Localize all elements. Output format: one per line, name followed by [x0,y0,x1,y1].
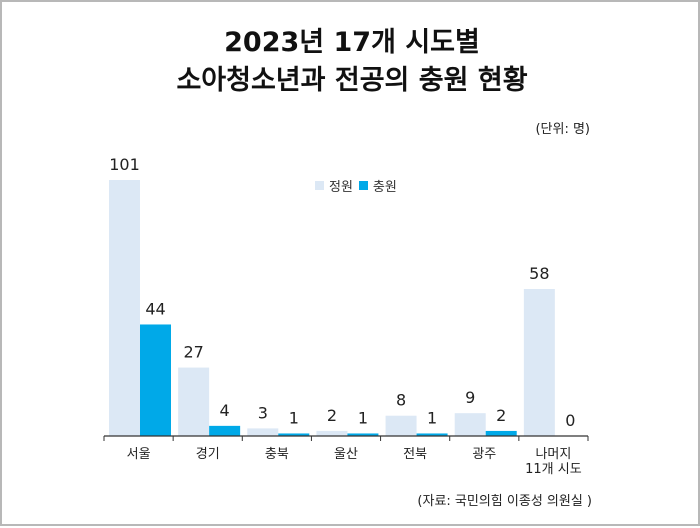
bar-quota-2 [247,428,279,436]
category-label-1-0: 경기 [196,447,220,462]
data-label-filled-3: 1 [358,408,368,427]
category-label-0-0: 서울 [127,447,151,462]
category-label-3-0: 울산 [334,447,358,462]
data-label-quota-0: 101 [109,155,140,174]
bar-quota-4 [385,415,417,436]
category-label-6-0: 나머지 [535,447,571,462]
bar-filled-1 [209,425,241,436]
title-line-1: 2023년 17개 시도별 [224,27,480,58]
bar-quota-6 [523,288,555,436]
bar-quota-1 [178,367,210,436]
data-label-quota-5: 9 [465,388,475,407]
data-label-filled-4: 1 [427,408,437,427]
bar-quota-3 [316,430,348,436]
legend-swatch-quota [315,181,324,190]
legend-swatch-filled [358,181,368,190]
data-label-quota-2: 3 [258,403,268,422]
legend-label-quota: 정원 [329,180,353,195]
category-label-4-0: 전북 [403,447,427,462]
legend-item-quota: 정원 [315,176,353,195]
bar-filled-3 [347,433,379,436]
bar-quota-5 [454,413,486,436]
data-label-filled-5: 2 [496,406,506,425]
data-label-filled-6: 0 [565,411,575,430]
unit-label: (단위: 명) [535,122,590,137]
bar-filled-0 [140,324,171,436]
bar-quota-0 [109,180,140,436]
legend-item-filled: 충원 [358,176,397,195]
category-label-6-1: 11개 시도 [525,462,582,477]
legend-label-filled: 충원 [372,180,397,195]
data-label-filled-2: 1 [289,408,299,427]
bar-filled-4 [416,433,448,436]
data-label-filled-0: 44 [145,299,165,318]
category-label-5-0: 광주 [472,447,496,462]
chart-title: 2023년 17개 시도별 소아청소년과 전공의 충원 현황 [2,24,700,100]
legend: 정원 충원 [315,176,403,195]
data-label-filled-1: 4 [220,401,230,420]
bar-filled-5 [485,430,517,436]
bar-filled-2 [278,433,310,436]
category-label-2-0: 충북 [265,447,289,462]
title-line-2: 소아청소년과 전공의 충원 현황 [176,65,528,96]
data-label-quota-6: 58 [529,264,549,283]
data-label-quota-3: 2 [327,406,337,425]
source-note: (자료: 국민의힘 이종성 의원실 ) [417,494,592,509]
data-label-quota-1: 27 [183,343,203,362]
data-label-quota-4: 8 [396,391,406,410]
